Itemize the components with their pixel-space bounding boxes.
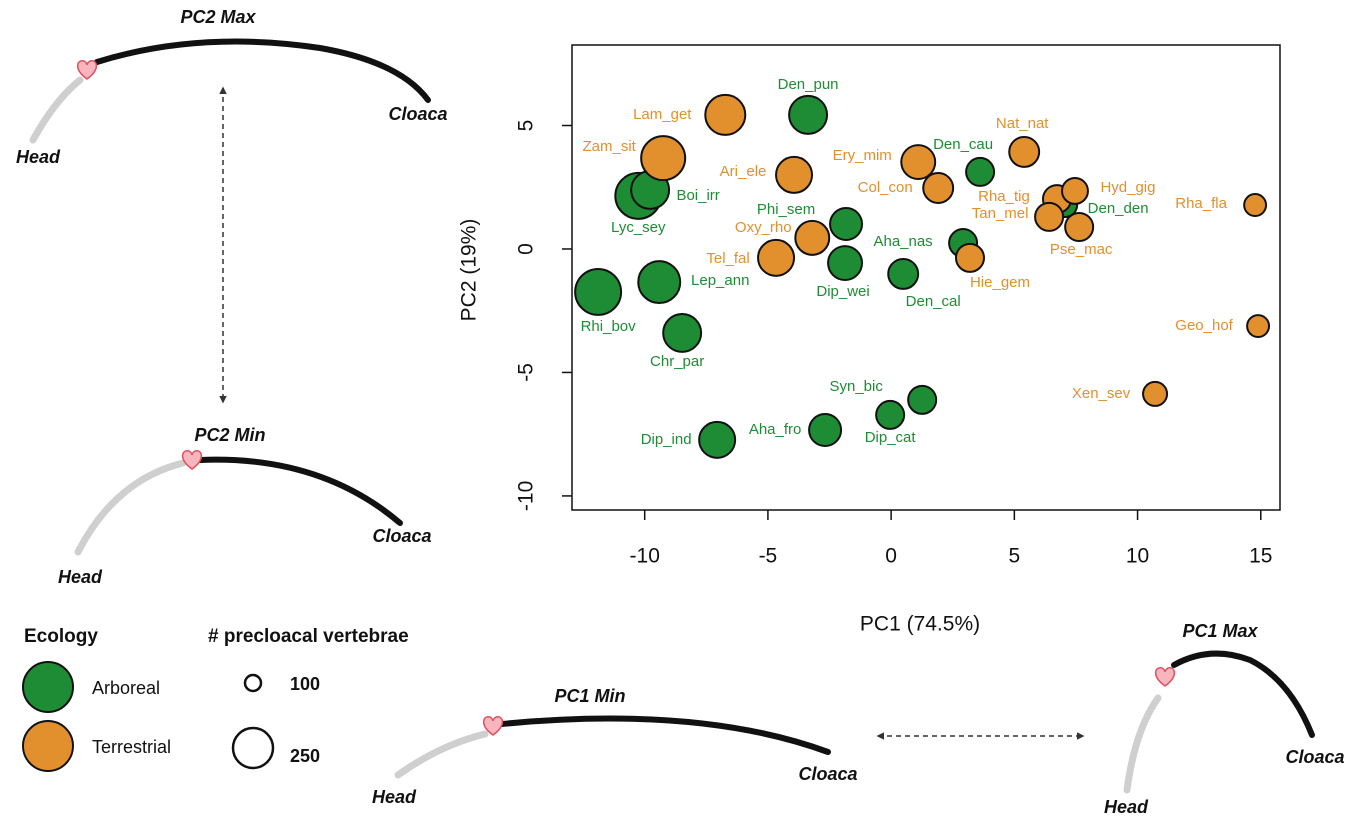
diagram-pc2-max: PC2 Max Head Cloaca	[16, 7, 448, 167]
x-tick-label: 0	[885, 545, 897, 568]
diagram-title: PC2 Min	[194, 425, 265, 445]
point-label: Hie_gem	[970, 274, 1030, 291]
point-label: Zam_sit	[583, 138, 637, 155]
point	[1008, 135, 1041, 168]
point-label: Nat_nat	[996, 115, 1049, 132]
point-label: Geo_hof	[1175, 317, 1233, 334]
point	[887, 257, 920, 290]
point-label: Col_con	[858, 179, 913, 196]
point-label: Den_cau	[933, 136, 993, 153]
point	[827, 245, 864, 282]
point-label: Den_pun	[778, 76, 839, 93]
diagram-title: PC2 Max	[180, 7, 256, 27]
size-legend-title: # precloacal vertebrae	[208, 626, 409, 647]
point-label: Rha_tig	[978, 188, 1030, 205]
point-label: Lyc_sey	[611, 219, 666, 236]
point	[574, 267, 623, 316]
point	[1064, 211, 1095, 242]
y-tick-label: -5	[515, 363, 538, 382]
point	[954, 242, 985, 273]
plot-frame	[571, 44, 1281, 511]
point	[965, 156, 996, 187]
point-label: Syn_bic	[829, 378, 883, 395]
diagram-head: Head	[1104, 797, 1149, 817]
point-label: Hyd_gig	[1100, 179, 1155, 196]
point	[1061, 176, 1089, 205]
diagram-tail: Cloaca	[388, 104, 447, 124]
diagram-tail: Cloaca	[798, 764, 857, 784]
point-label: Rha_fla	[1175, 195, 1227, 212]
size-legend-circle	[231, 726, 275, 770]
point	[922, 172, 955, 204]
point	[698, 420, 737, 459]
y-tick-label: 0	[515, 243, 538, 255]
y-axis-label: PC2 (19%)	[458, 219, 481, 322]
diagram-title: PC1 Min	[554, 686, 625, 706]
point-label: Xen_sev	[1072, 385, 1131, 402]
point-label: Dip_cat	[865, 429, 917, 446]
point-label: Dip_wei	[816, 283, 869, 300]
diagram-head: Head	[372, 787, 417, 807]
point-label: Boi_irr	[676, 187, 719, 204]
size-legend-circle	[243, 673, 263, 693]
x-tick-label: 15	[1249, 545, 1272, 568]
legend-label: Terrestrial	[92, 737, 171, 757]
point	[1034, 201, 1065, 232]
point-label: Tan_mel	[972, 205, 1029, 222]
legend-label: Arboreal	[92, 678, 160, 698]
diagram-title: PC1 Max	[1182, 621, 1258, 641]
x-axis-label: PC1 (74.5%)	[860, 613, 980, 636]
x-tick-label: 5	[1009, 545, 1021, 568]
point	[640, 135, 687, 182]
legend-swatch	[22, 661, 74, 713]
x-tick-label: -5	[759, 545, 778, 568]
diagram-tail: Cloaca	[1285, 747, 1344, 767]
point	[829, 207, 864, 242]
y-tick-label: -10	[515, 481, 538, 511]
point	[1243, 193, 1268, 217]
point	[662, 312, 703, 353]
point-label: Chr_par	[650, 353, 704, 370]
point	[775, 155, 814, 194]
x-tick-label: -10	[630, 545, 660, 568]
point	[1246, 314, 1271, 338]
point-label: Oxy_rho	[735, 219, 792, 236]
point-label: Tel_fal	[706, 250, 749, 267]
point-label: Rhi_bov	[581, 318, 637, 335]
point-label: Dip_ind	[641, 431, 692, 448]
point	[757, 238, 796, 277]
point-label: Lep_ann	[691, 272, 749, 289]
size-legend-label: 100	[290, 674, 320, 694]
point	[704, 93, 747, 136]
diagram-pc1-max: PC1 Max Head Cloaca	[1104, 621, 1345, 817]
point-label: Ery_mim	[833, 147, 892, 164]
point-label: Phi_sem	[757, 201, 815, 218]
point	[794, 219, 831, 256]
diagram-tail: Cloaca	[372, 526, 431, 546]
point-label: Den_den	[1088, 200, 1149, 217]
diagram-head: Head	[58, 567, 103, 587]
point	[875, 399, 906, 430]
point-label: Ari_ele	[720, 163, 767, 180]
size-legend-label: 250	[290, 746, 320, 766]
point-label: Lam_get	[633, 106, 692, 123]
point	[637, 260, 682, 305]
point	[900, 144, 937, 181]
point	[788, 94, 829, 135]
point-label: Aha_fro	[749, 421, 802, 438]
x-tick-label: 10	[1126, 545, 1149, 568]
point-label: Den_cal	[906, 293, 961, 310]
point	[1142, 380, 1169, 407]
legend-title: Ecology	[24, 626, 98, 647]
diagram-pc2-min: PC2 Min Head Cloaca	[58, 425, 432, 587]
diagram-pc1-min: PC1 Min Head Cloaca	[372, 686, 858, 807]
point-label: Pse_mac	[1050, 241, 1113, 258]
point	[808, 412, 843, 447]
y-tick-label: 5	[515, 120, 538, 132]
point-label: Aha_nas	[873, 233, 932, 250]
point	[907, 384, 938, 415]
diagram-head: Head	[16, 147, 61, 167]
legend-swatch	[22, 720, 74, 772]
